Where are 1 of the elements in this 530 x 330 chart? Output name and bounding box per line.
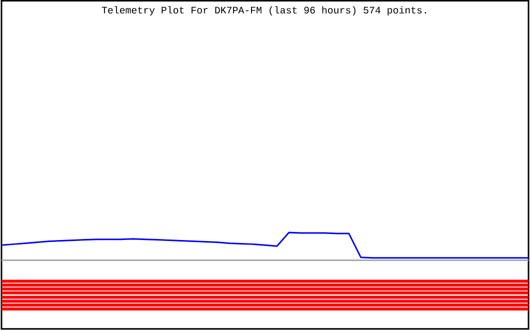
chart-title: Telemetry Plot For DK7PA-FM (last 96 hours) 574 points. — [102, 6, 426, 16]
